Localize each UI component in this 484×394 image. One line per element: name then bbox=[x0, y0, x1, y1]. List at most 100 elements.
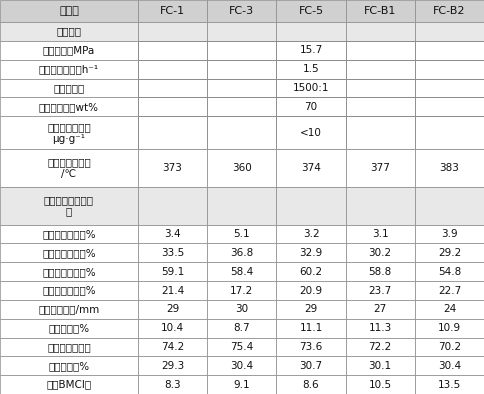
Bar bbox=[138, 60, 484, 78]
Bar bbox=[138, 0, 207, 22]
Bar bbox=[0, 319, 138, 338]
Bar bbox=[138, 243, 207, 262]
Text: 10.9: 10.9 bbox=[438, 323, 461, 333]
Text: 73.6: 73.6 bbox=[299, 342, 323, 352]
Bar bbox=[138, 41, 484, 60]
Text: 1500:1: 1500:1 bbox=[293, 83, 329, 93]
Text: 液时体积空速，h⁻¹: 液时体积空速，h⁻¹ bbox=[39, 64, 99, 74]
Text: 喷气燃料收率，%: 喷气燃料收率，% bbox=[42, 286, 96, 296]
Text: 24: 24 bbox=[443, 304, 456, 314]
Text: 尾油BMCI值: 尾油BMCI值 bbox=[46, 379, 91, 390]
Text: 21.4: 21.4 bbox=[161, 286, 184, 296]
Bar bbox=[346, 0, 415, 22]
Text: 10.4: 10.4 bbox=[161, 323, 184, 333]
Bar bbox=[415, 262, 484, 281]
Bar bbox=[207, 338, 276, 356]
Bar bbox=[0, 262, 138, 281]
Bar bbox=[138, 319, 207, 338]
Bar bbox=[415, 243, 484, 262]
Text: 373: 373 bbox=[163, 163, 182, 173]
Bar bbox=[276, 356, 346, 375]
Text: 3.1: 3.1 bbox=[372, 229, 389, 239]
Text: 30.2: 30.2 bbox=[369, 248, 392, 258]
Text: 裂化段反应温度
/℃: 裂化段反应温度 /℃ bbox=[47, 158, 91, 179]
Text: 5.1: 5.1 bbox=[233, 229, 250, 239]
Text: 54.8: 54.8 bbox=[438, 267, 461, 277]
Bar bbox=[0, 338, 138, 356]
Bar bbox=[415, 187, 484, 225]
Bar bbox=[415, 22, 484, 41]
Bar bbox=[346, 41, 415, 60]
Bar bbox=[0, 300, 138, 319]
Bar bbox=[0, 97, 138, 116]
Bar bbox=[207, 225, 276, 243]
Bar bbox=[0, 225, 138, 243]
Text: 柴油十六烷指数: 柴油十六烷指数 bbox=[47, 342, 91, 352]
Text: 383: 383 bbox=[439, 163, 459, 173]
Bar bbox=[0, 78, 138, 97]
Bar bbox=[207, 243, 276, 262]
Bar bbox=[415, 0, 484, 22]
Bar bbox=[415, 78, 484, 97]
Bar bbox=[207, 97, 276, 116]
Text: 13.5: 13.5 bbox=[438, 379, 461, 390]
Text: 377: 377 bbox=[370, 163, 390, 173]
Bar bbox=[138, 149, 207, 187]
Bar bbox=[0, 41, 138, 60]
Bar bbox=[346, 262, 415, 281]
Bar bbox=[276, 97, 346, 116]
Bar bbox=[207, 281, 276, 300]
Bar bbox=[276, 300, 346, 319]
Bar bbox=[0, 356, 138, 375]
Bar bbox=[346, 243, 415, 262]
Text: 11.1: 11.1 bbox=[299, 323, 323, 333]
Bar bbox=[276, 149, 346, 187]
Text: 30.4: 30.4 bbox=[230, 361, 253, 371]
Bar bbox=[207, 319, 276, 338]
Bar bbox=[138, 60, 207, 78]
Text: 3.4: 3.4 bbox=[164, 229, 181, 239]
Bar bbox=[415, 319, 484, 338]
Bar bbox=[207, 356, 276, 375]
Bar bbox=[276, 41, 346, 60]
Text: 23.7: 23.7 bbox=[368, 286, 392, 296]
Bar bbox=[207, 149, 276, 187]
Text: 1.5: 1.5 bbox=[302, 64, 319, 74]
Bar bbox=[0, 243, 138, 262]
Bar bbox=[276, 375, 346, 394]
Bar bbox=[346, 116, 415, 149]
Bar bbox=[415, 356, 484, 375]
Bar bbox=[276, 225, 346, 243]
Bar bbox=[138, 338, 207, 356]
Bar bbox=[207, 0, 276, 22]
Text: FC-1: FC-1 bbox=[160, 6, 185, 16]
Bar bbox=[207, 375, 276, 394]
Text: 催化剂: 催化剂 bbox=[59, 6, 79, 16]
Text: 柴油收率，%: 柴油收率，% bbox=[48, 323, 90, 333]
Bar bbox=[138, 22, 207, 41]
Bar bbox=[276, 319, 346, 338]
Bar bbox=[0, 60, 138, 78]
Bar bbox=[276, 60, 346, 78]
Text: 20.9: 20.9 bbox=[300, 286, 322, 296]
Bar bbox=[0, 22, 138, 41]
Bar bbox=[207, 41, 276, 60]
Bar bbox=[207, 116, 276, 149]
Bar bbox=[138, 116, 207, 149]
Bar bbox=[276, 243, 346, 262]
Text: 32.9: 32.9 bbox=[299, 248, 323, 258]
Bar bbox=[346, 187, 415, 225]
Text: 72.2: 72.2 bbox=[368, 342, 392, 352]
Bar bbox=[276, 22, 346, 41]
Bar bbox=[415, 97, 484, 116]
Bar bbox=[138, 187, 207, 225]
Bar bbox=[207, 60, 276, 78]
Bar bbox=[276, 281, 346, 300]
Bar bbox=[276, 262, 346, 281]
Text: 氢油体积比: 氢油体积比 bbox=[53, 83, 85, 93]
Bar bbox=[138, 262, 207, 281]
Text: 29.2: 29.2 bbox=[438, 248, 461, 258]
Bar bbox=[138, 116, 484, 149]
Text: 10.5: 10.5 bbox=[369, 379, 392, 390]
Bar bbox=[346, 356, 415, 375]
